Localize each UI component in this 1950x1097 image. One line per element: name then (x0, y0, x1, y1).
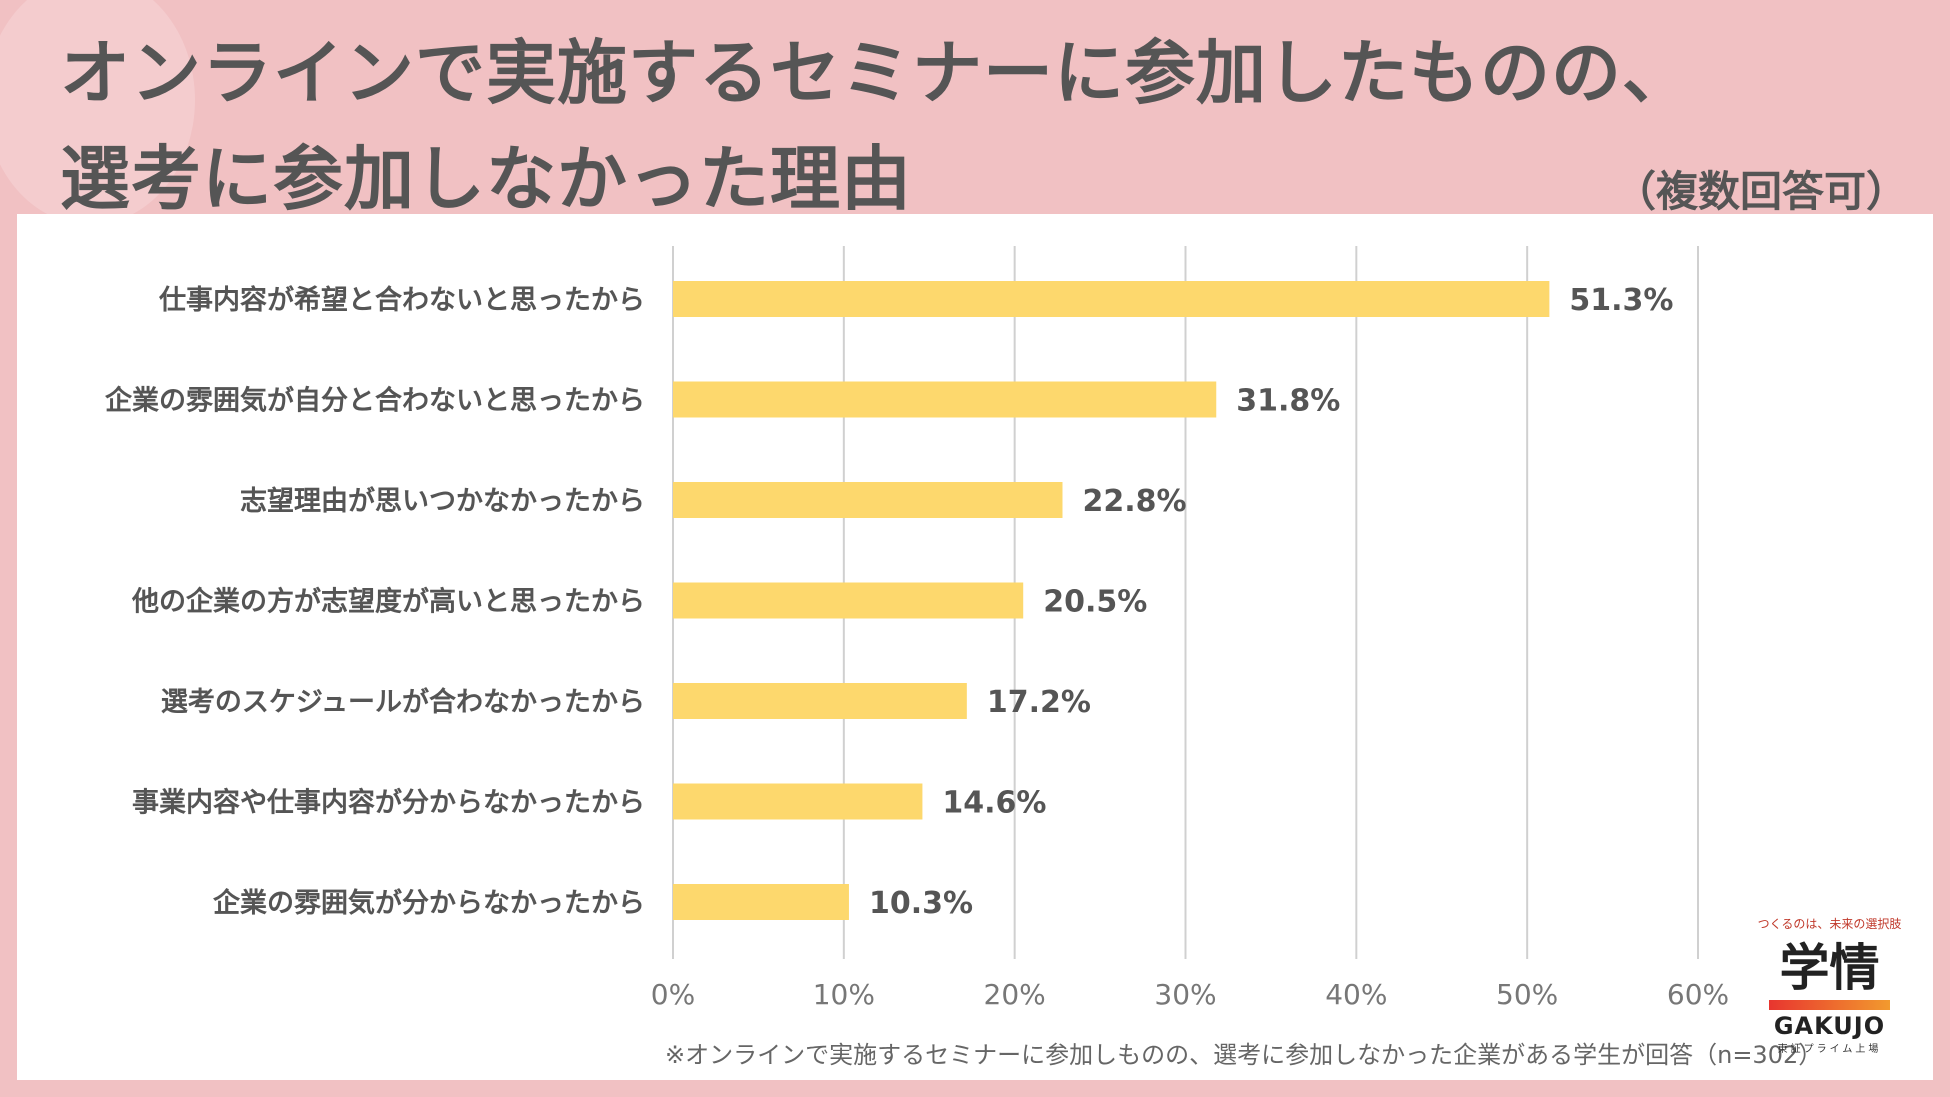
chart-panel: 0% 10% 20% 30% 40% 50% 60% 仕事内容が希望と合わないと思ったから 51… (17, 214, 1933, 1080)
category-label-4: 他の企業の方が志望度が高いと思ったから (131, 586, 645, 618)
bar-chart: 0% 10% 20% 30% 40% 50% 60% 仕事内容が希望と合わないと思ったから 51… (105, 246, 1729, 1011)
bar-3 (673, 482, 1063, 518)
logo-subtext: 東証プライム上場 (1777, 1044, 1882, 1055)
bar-4 (673, 582, 1024, 619)
logo-color-bar (1769, 1000, 1890, 1010)
category-label-1: 仕事内容が希望と合わないと思ったから (158, 284, 645, 316)
decorative-q-mark (0, 0, 195, 225)
value-label-4: 20.5% (1043, 585, 1147, 620)
gakujo-logo: つくるのは、未来の選択肢 学情 GAKUJO 東証プライム上場 (1757, 915, 1902, 1065)
value-label-6: 14.6% (942, 786, 1046, 821)
page-title: オンラインで実施するセミナーに参加したものの、 選考に参加しなかった理由 (60, 20, 1693, 232)
value-label-1: 51.3% (1569, 283, 1673, 318)
logo-mark: 学情 (1779, 938, 1880, 997)
category-label-2: 企業の雰囲気が自分と合わないと思ったから (105, 385, 645, 417)
x-tick-label-50: 50% (1496, 978, 1558, 1011)
x-tick-label-40: 40% (1325, 978, 1387, 1011)
survey-footnote: ※オンラインで実施するセミナーに参加しものの、選考に参加しなかった企業がある学生… (665, 1041, 1823, 1069)
bar-6 (673, 783, 923, 820)
x-tick-label-60: 60% (1667, 978, 1729, 1011)
value-label-3: 22.8% (1083, 484, 1187, 519)
x-tick-label-30: 30% (1154, 978, 1216, 1011)
bar-7 (673, 884, 849, 920)
bar-2 (673, 381, 1217, 418)
logo-wordmark: GAKUJO (1773, 1012, 1886, 1040)
multiple-answers-note: （複数回答可） (1613, 167, 1908, 216)
x-tick-label-0: 0% (651, 978, 695, 1011)
value-label-5: 17.2% (987, 685, 1091, 720)
category-label-5: 選考のスケジュールが合わなかったから (161, 686, 645, 718)
bar-5 (673, 683, 967, 719)
title-line-2: 選考に参加しなかった理由 (60, 138, 912, 220)
category-label-6: 事業内容や仕事内容が分からなかったから (132, 787, 645, 819)
category-label-3: 志望理由が思いつかなかったから (240, 485, 645, 517)
logo-tagline: つくるのは、未来の選択肢 (1757, 917, 1902, 931)
value-label-2: 31.8% (1236, 384, 1340, 419)
x-tick-label-20: 20% (984, 978, 1046, 1011)
value-label-7: 10.3% (869, 886, 973, 921)
title-line-1: オンラインで実施するセミナーに参加したものの、 (60, 32, 1693, 114)
category-label-7: 企業の雰囲気が分からなかったから (213, 887, 645, 919)
bar-1 (673, 281, 1550, 317)
x-tick-label-10: 10% (813, 978, 875, 1011)
